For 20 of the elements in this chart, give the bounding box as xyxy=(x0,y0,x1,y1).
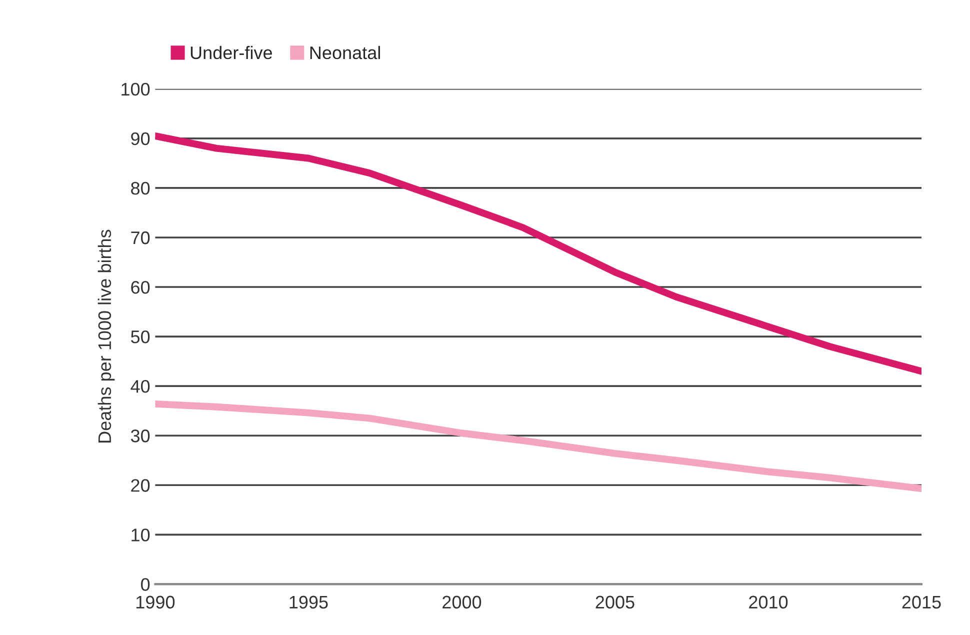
y-tick-label: 10 xyxy=(132,528,150,542)
y-tick-label: 60 xyxy=(131,280,150,294)
y-tick-label: 100 xyxy=(122,82,150,96)
legend-label: Neonatal xyxy=(310,46,380,60)
x-tick-label: 2015 xyxy=(902,596,941,609)
x-tick-label: 2000 xyxy=(442,596,482,609)
x-tick-label: 1990 xyxy=(136,596,175,609)
x-tick-label: 2005 xyxy=(596,596,634,609)
x-tick-label: 1995 xyxy=(290,596,328,609)
y-tick-label: 20 xyxy=(131,479,150,492)
y-tick-label: 70 xyxy=(131,231,150,244)
x-tick-label: 2010 xyxy=(749,596,788,609)
y-axis-title: Deaths per 1000 live births xyxy=(98,230,115,442)
y-tick-label: 80 xyxy=(131,182,150,195)
y-tick-label: 90 xyxy=(131,132,150,146)
y-tick-label: 0 xyxy=(141,578,150,591)
legend-label: Under-five xyxy=(190,46,272,60)
y-tick-label: 40 xyxy=(130,380,150,393)
y-tick-label: 30 xyxy=(130,430,150,442)
y-tick-label: 50 xyxy=(130,330,150,344)
